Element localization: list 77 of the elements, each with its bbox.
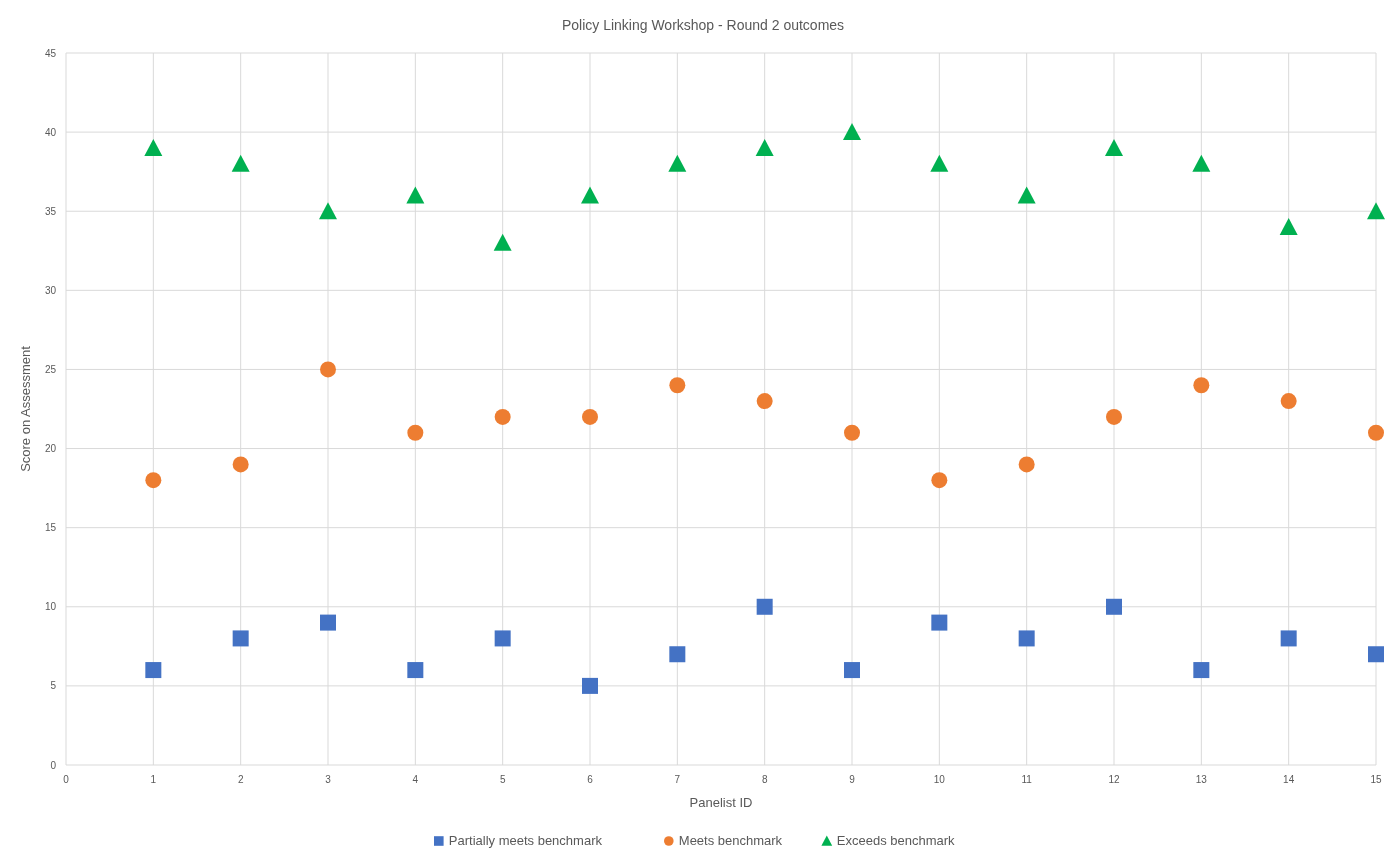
point	[1193, 377, 1210, 394]
point	[493, 233, 512, 251]
x-tick-label: 6	[587, 774, 594, 785]
point	[1106, 408, 1122, 425]
x-tick-label: 0	[63, 774, 70, 785]
x-tick-label: 10	[933, 774, 946, 785]
y-tick-label: 30	[44, 284, 57, 296]
point	[1018, 456, 1035, 473]
point	[1368, 424, 1384, 441]
legend-label: Exceeds benchmark	[836, 833, 956, 848]
y-tick-label: 0	[50, 759, 57, 771]
x-tick-label: 7	[674, 774, 681, 785]
point	[1367, 202, 1385, 220]
point	[1192, 154, 1211, 172]
point	[581, 186, 599, 204]
x-tick-label: 12	[1108, 774, 1120, 785]
legend-label: Meets benchmark	[678, 833, 783, 848]
y-tick-label: 45	[44, 47, 57, 59]
point	[145, 662, 162, 679]
point	[407, 662, 424, 679]
y-axis-title: Score on Assessment	[18, 345, 33, 472]
y-tick-label: 35	[44, 205, 57, 217]
point	[494, 408, 511, 425]
point	[494, 630, 511, 647]
x-axis-title: Panelist ID	[689, 795, 753, 810]
point	[843, 123, 861, 141]
y-tick-label: 25	[44, 363, 57, 375]
point	[1279, 218, 1298, 236]
point	[844, 424, 860, 441]
point	[582, 677, 598, 694]
point	[756, 393, 773, 410]
x-tick-label: 3	[325, 774, 332, 785]
point	[231, 154, 250, 172]
point	[319, 202, 337, 220]
point	[232, 456, 249, 473]
x-tick-label: 2	[237, 774, 244, 785]
y-tick-label: 40	[44, 126, 57, 138]
point	[669, 646, 686, 663]
point	[931, 472, 948, 489]
point	[844, 662, 860, 679]
point	[144, 138, 163, 156]
point	[1106, 598, 1122, 615]
point	[1193, 662, 1210, 679]
point	[1280, 393, 1297, 410]
x-tick-label: 15	[1370, 774, 1382, 785]
point	[669, 377, 686, 394]
point	[1368, 646, 1384, 663]
point	[232, 630, 249, 647]
point	[1018, 630, 1035, 647]
x-tick-label: 5	[499, 774, 506, 785]
point	[930, 154, 949, 172]
x-tick-label: 8	[761, 774, 768, 785]
x-tick-label: 9	[849, 774, 856, 785]
y-tick-label: 5	[50, 680, 57, 692]
point	[668, 154, 687, 172]
y-tick-label: 20	[44, 443, 57, 455]
point	[1105, 138, 1123, 156]
x-tick-label: 14	[1283, 774, 1295, 785]
x-tick-label: 13	[1195, 774, 1208, 785]
point	[1280, 630, 1297, 647]
y-tick-label: 10	[44, 601, 57, 613]
y-tick-label: 15	[44, 522, 57, 534]
point	[931, 614, 948, 631]
x-tick-label: 11	[1021, 774, 1033, 785]
x-tick-label: 1	[150, 774, 157, 785]
point	[407, 424, 424, 441]
point	[406, 186, 425, 204]
chart-title: Policy Linking Workshop - Round 2 outcomes	[561, 17, 845, 33]
x-tick-label: 4	[412, 774, 419, 785]
point	[145, 472, 162, 489]
point	[755, 138, 774, 156]
point	[1017, 186, 1036, 204]
point	[320, 614, 336, 631]
point	[582, 408, 598, 425]
point	[320, 361, 336, 378]
point	[756, 598, 773, 615]
legend-label: Partially meets benchmark	[448, 833, 603, 848]
